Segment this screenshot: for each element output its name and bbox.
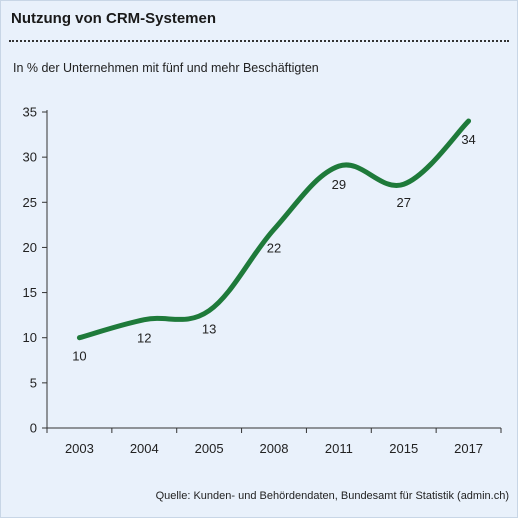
y-tick-label: 0 <box>30 421 37 436</box>
data-label: 13 <box>202 322 216 337</box>
x-tick-label: 2015 <box>389 441 418 456</box>
data-label: 34 <box>461 132 475 147</box>
y-tick-label: 25 <box>23 195 37 210</box>
data-label: 22 <box>267 240 281 255</box>
x-tick-label: 2004 <box>130 441 159 456</box>
x-tick-label: 2005 <box>195 441 224 456</box>
data-label: 27 <box>396 195 410 210</box>
data-label: 10 <box>72 349 86 364</box>
chart-title: Nutzung von CRM-Systemen <box>11 10 217 27</box>
y-tick-label: 30 <box>23 150 37 165</box>
y-tick-label: 15 <box>23 285 37 300</box>
y-tick-label: 20 <box>23 240 37 255</box>
x-tick-label: 2008 <box>260 441 289 456</box>
data-label: 12 <box>137 331 151 346</box>
data-label: 29 <box>332 177 346 192</box>
x-tick-label: 2011 <box>325 441 353 456</box>
source-note: Quelle: Kunden- und Behördendaten, Bunde… <box>155 490 509 502</box>
title-divider <box>9 40 509 42</box>
x-tick-label: 2003 <box>65 441 94 456</box>
x-tick-label: 2017 <box>454 441 483 456</box>
y-tick-label: 10 <box>23 330 37 345</box>
series-line <box>76 118 472 341</box>
y-tick-label: 5 <box>30 375 37 390</box>
y-tick-label: 35 <box>23 105 37 120</box>
chart-subtitle: In % der Unternehmen mit fünf und mehr B… <box>13 61 319 75</box>
